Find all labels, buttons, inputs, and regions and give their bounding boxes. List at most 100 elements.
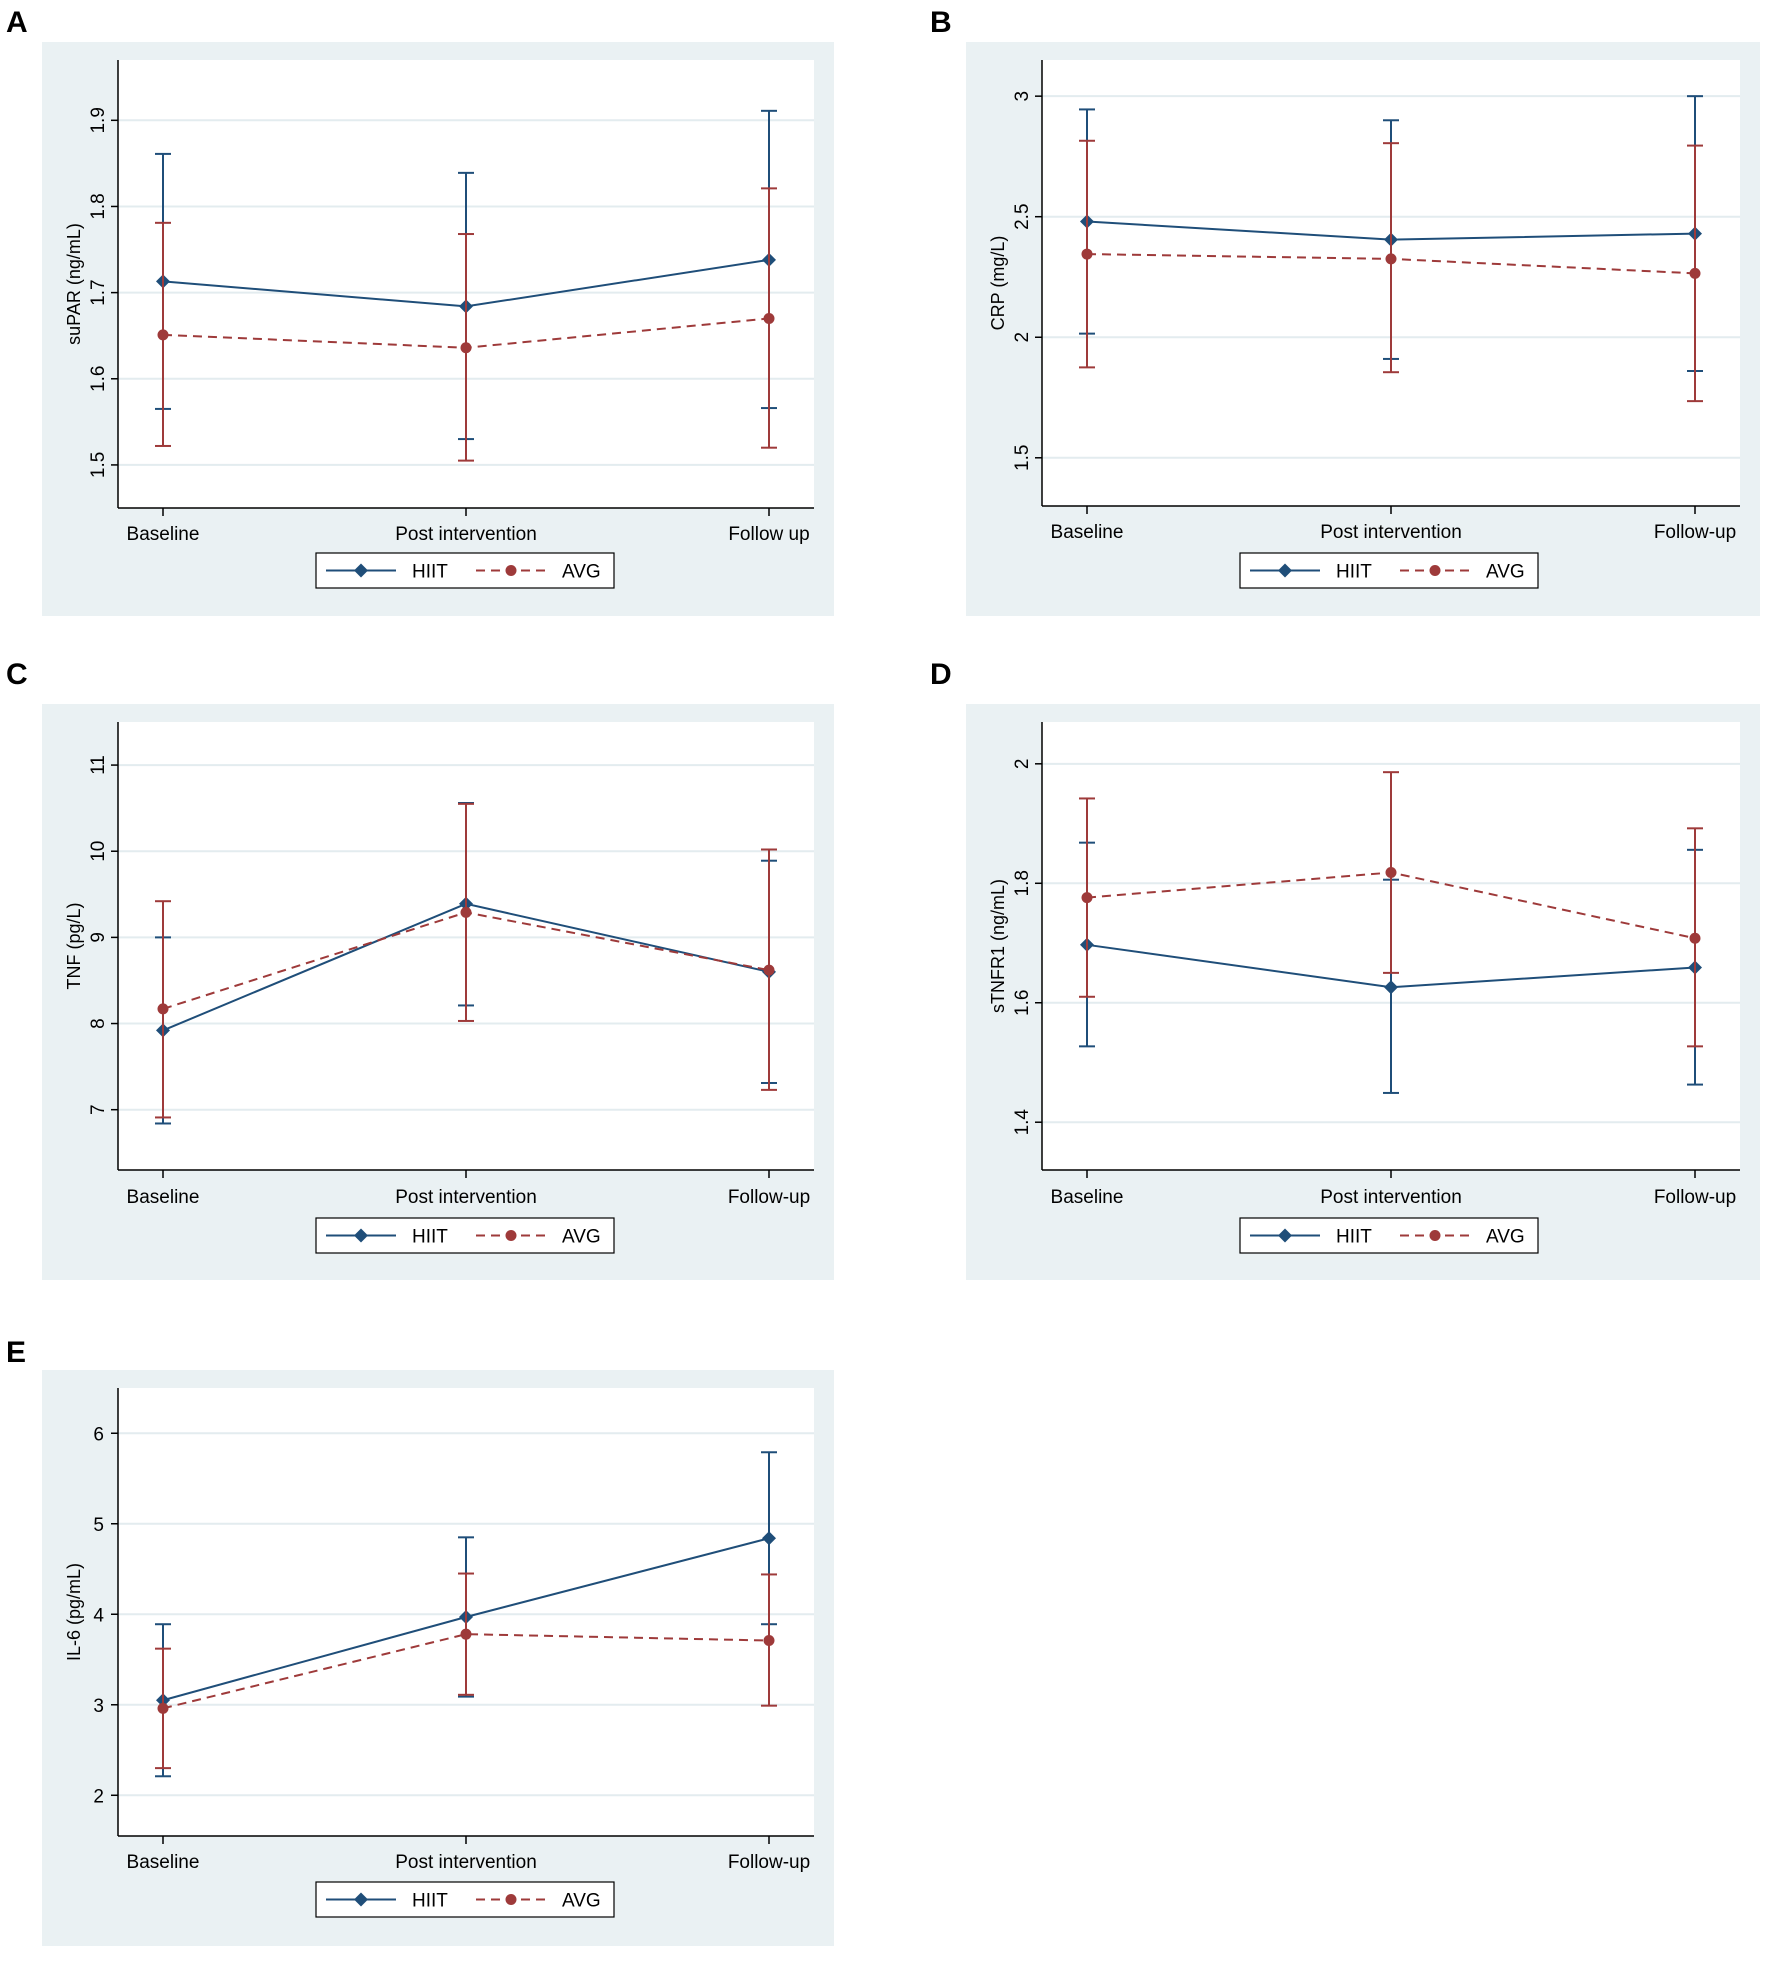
legend-label-avg: AVG [1486, 562, 1525, 583]
data-point [460, 1628, 472, 1640]
x-tick-label: Follow up [728, 524, 809, 545]
data-point [157, 1702, 169, 1714]
x-tick-label: Follow-up [1654, 522, 1736, 543]
legend: HIIT AVG [315, 1217, 615, 1254]
y-tick-label: 1.9 [88, 107, 109, 133]
y-tick-label: 1.7 [88, 279, 109, 305]
x-tick-label: Baseline [1051, 1187, 1124, 1208]
legend-marker-avg [1429, 1230, 1441, 1241]
chart-panel-b: B 1.5 2 2.5 3 Baseline Post intervention Follow… [930, 6, 1760, 616]
legend: HIIT AVG [1239, 552, 1539, 589]
chart-panel-c: C 7 8 9 10 11 Baseline Post intervention Follow-… [6, 658, 834, 1280]
x-tick-label: Follow-up [1654, 1187, 1736, 1208]
data-point [1384, 980, 1398, 995]
legend-label-avg: AVG [562, 562, 601, 583]
data-point [1689, 932, 1701, 944]
series-avg [155, 187, 777, 462]
data-point [763, 312, 775, 324]
x-tick-label: Baseline [127, 524, 200, 545]
legend-marker-hiit [354, 1892, 368, 1907]
y-tick-label: 1.6 [88, 366, 109, 392]
y-tick-label: 1.8 [1012, 870, 1033, 896]
panel-letter: E [6, 1336, 26, 1369]
y-tick-label: 2 [1012, 759, 1033, 770]
legend-label-hiit: HIIT [412, 1891, 448, 1912]
data-point [460, 906, 472, 918]
x-tick-label: Post intervention [395, 1852, 537, 1873]
legend-marker-avg [505, 1894, 517, 1905]
legend-marker-hiit [1278, 1228, 1292, 1243]
legend-marker-hiit [1278, 563, 1292, 578]
legend: HIIT AVG [315, 1881, 615, 1918]
y-tick-label: 3 [1012, 91, 1033, 102]
legend: HIIT AVG [315, 552, 615, 589]
chart-panel-a: A 1.5 1.6 1.7 1.8 1.9 Baseline Post interventio… [6, 6, 834, 616]
panel-letter: A [6, 6, 28, 39]
legend-label-hiit: HIIT [1336, 562, 1372, 583]
x-tick-label: Post intervention [395, 524, 537, 545]
panel-letter: D [930, 658, 952, 691]
y-tick-label: 9 [88, 932, 109, 943]
data-point [157, 1003, 169, 1015]
x-tick-label: Follow-up [728, 1187, 810, 1208]
y-tick-label: 8 [88, 1018, 109, 1029]
y-tick-label: 1.6 [1012, 990, 1033, 1016]
y-tick-label: 10 [88, 841, 109, 862]
x-tick-label: Baseline [1051, 522, 1124, 543]
legend-marker-avg [505, 1230, 517, 1241]
y-tick-label: 1.5 [1012, 445, 1033, 471]
data-point [763, 1635, 775, 1647]
legend-marker-hiit [354, 563, 368, 578]
y-axis-title: suPAR (ng/mL) [64, 223, 84, 345]
data-point [1385, 867, 1397, 879]
y-tick-label: 3 [93, 1696, 104, 1717]
data-point [157, 329, 169, 341]
panel-letter: B [930, 6, 952, 39]
legend-marker-avg [1429, 565, 1441, 576]
y-tick-label: 1.5 [88, 452, 109, 478]
y-axis-title: IL-6 (pg/mL) [64, 1563, 84, 1661]
series-avg [1079, 139, 1703, 403]
series-avg [155, 1572, 777, 1770]
chart-panel-e: E 2 3 4 5 6 Baseline Post intervention Follow-up… [6, 1336, 834, 1946]
x-tick-label: Baseline [127, 1187, 200, 1208]
series-avg [155, 802, 777, 1119]
legend-label-avg: AVG [562, 1227, 601, 1248]
legend-label-hiit: HIIT [412, 1227, 448, 1248]
y-tick-label: 11 [88, 755, 109, 775]
y-tick-label: 2.5 [1012, 203, 1033, 229]
data-point [1385, 253, 1397, 265]
y-tick-label: 6 [93, 1424, 104, 1445]
legend-marker-hiit [354, 1228, 368, 1243]
series-avg [1079, 771, 1703, 1048]
panel-letter: C [6, 658, 28, 691]
legend-label-hiit: HIIT [1336, 1227, 1372, 1248]
data-point [763, 964, 775, 976]
x-tick-label: Follow-up [728, 1852, 810, 1873]
x-tick-label: Post intervention [1320, 522, 1462, 543]
chart-panel-d: D 1.4 1.6 1.8 2 Baseline Post intervention Foll… [930, 658, 1760, 1280]
x-tick-label: Post intervention [1320, 1187, 1462, 1208]
legend-label-avg: AVG [562, 1891, 601, 1912]
legend: HIIT AVG [1239, 1217, 1539, 1254]
data-point [460, 342, 472, 354]
x-tick-label: Baseline [127, 1852, 200, 1873]
legend-box [315, 1881, 615, 1918]
y-tick-label: 4 [93, 1605, 104, 1626]
y-axis-title: TNF (pg/L) [64, 902, 84, 989]
y-tick-label: 1.8 [88, 193, 109, 219]
data-point [1689, 267, 1701, 279]
y-tick-label: 2 [93, 1786, 104, 1807]
y-tick-label: 5 [93, 1515, 104, 1536]
y-axis-title: sTNFR1 (ng/mL) [988, 879, 1008, 1013]
y-tick-label: 7 [88, 1104, 109, 1115]
data-point [762, 1531, 776, 1546]
data-point [1081, 892, 1093, 904]
series-line [162, 1633, 770, 1710]
y-axis-title: CRP (mg/L) [988, 236, 1008, 331]
y-tick-label: 1.4 [1012, 1109, 1033, 1136]
x-tick-label: Post intervention [395, 1187, 537, 1208]
y-tick-label: 2 [1012, 332, 1033, 343]
legend-marker-avg [505, 565, 517, 576]
